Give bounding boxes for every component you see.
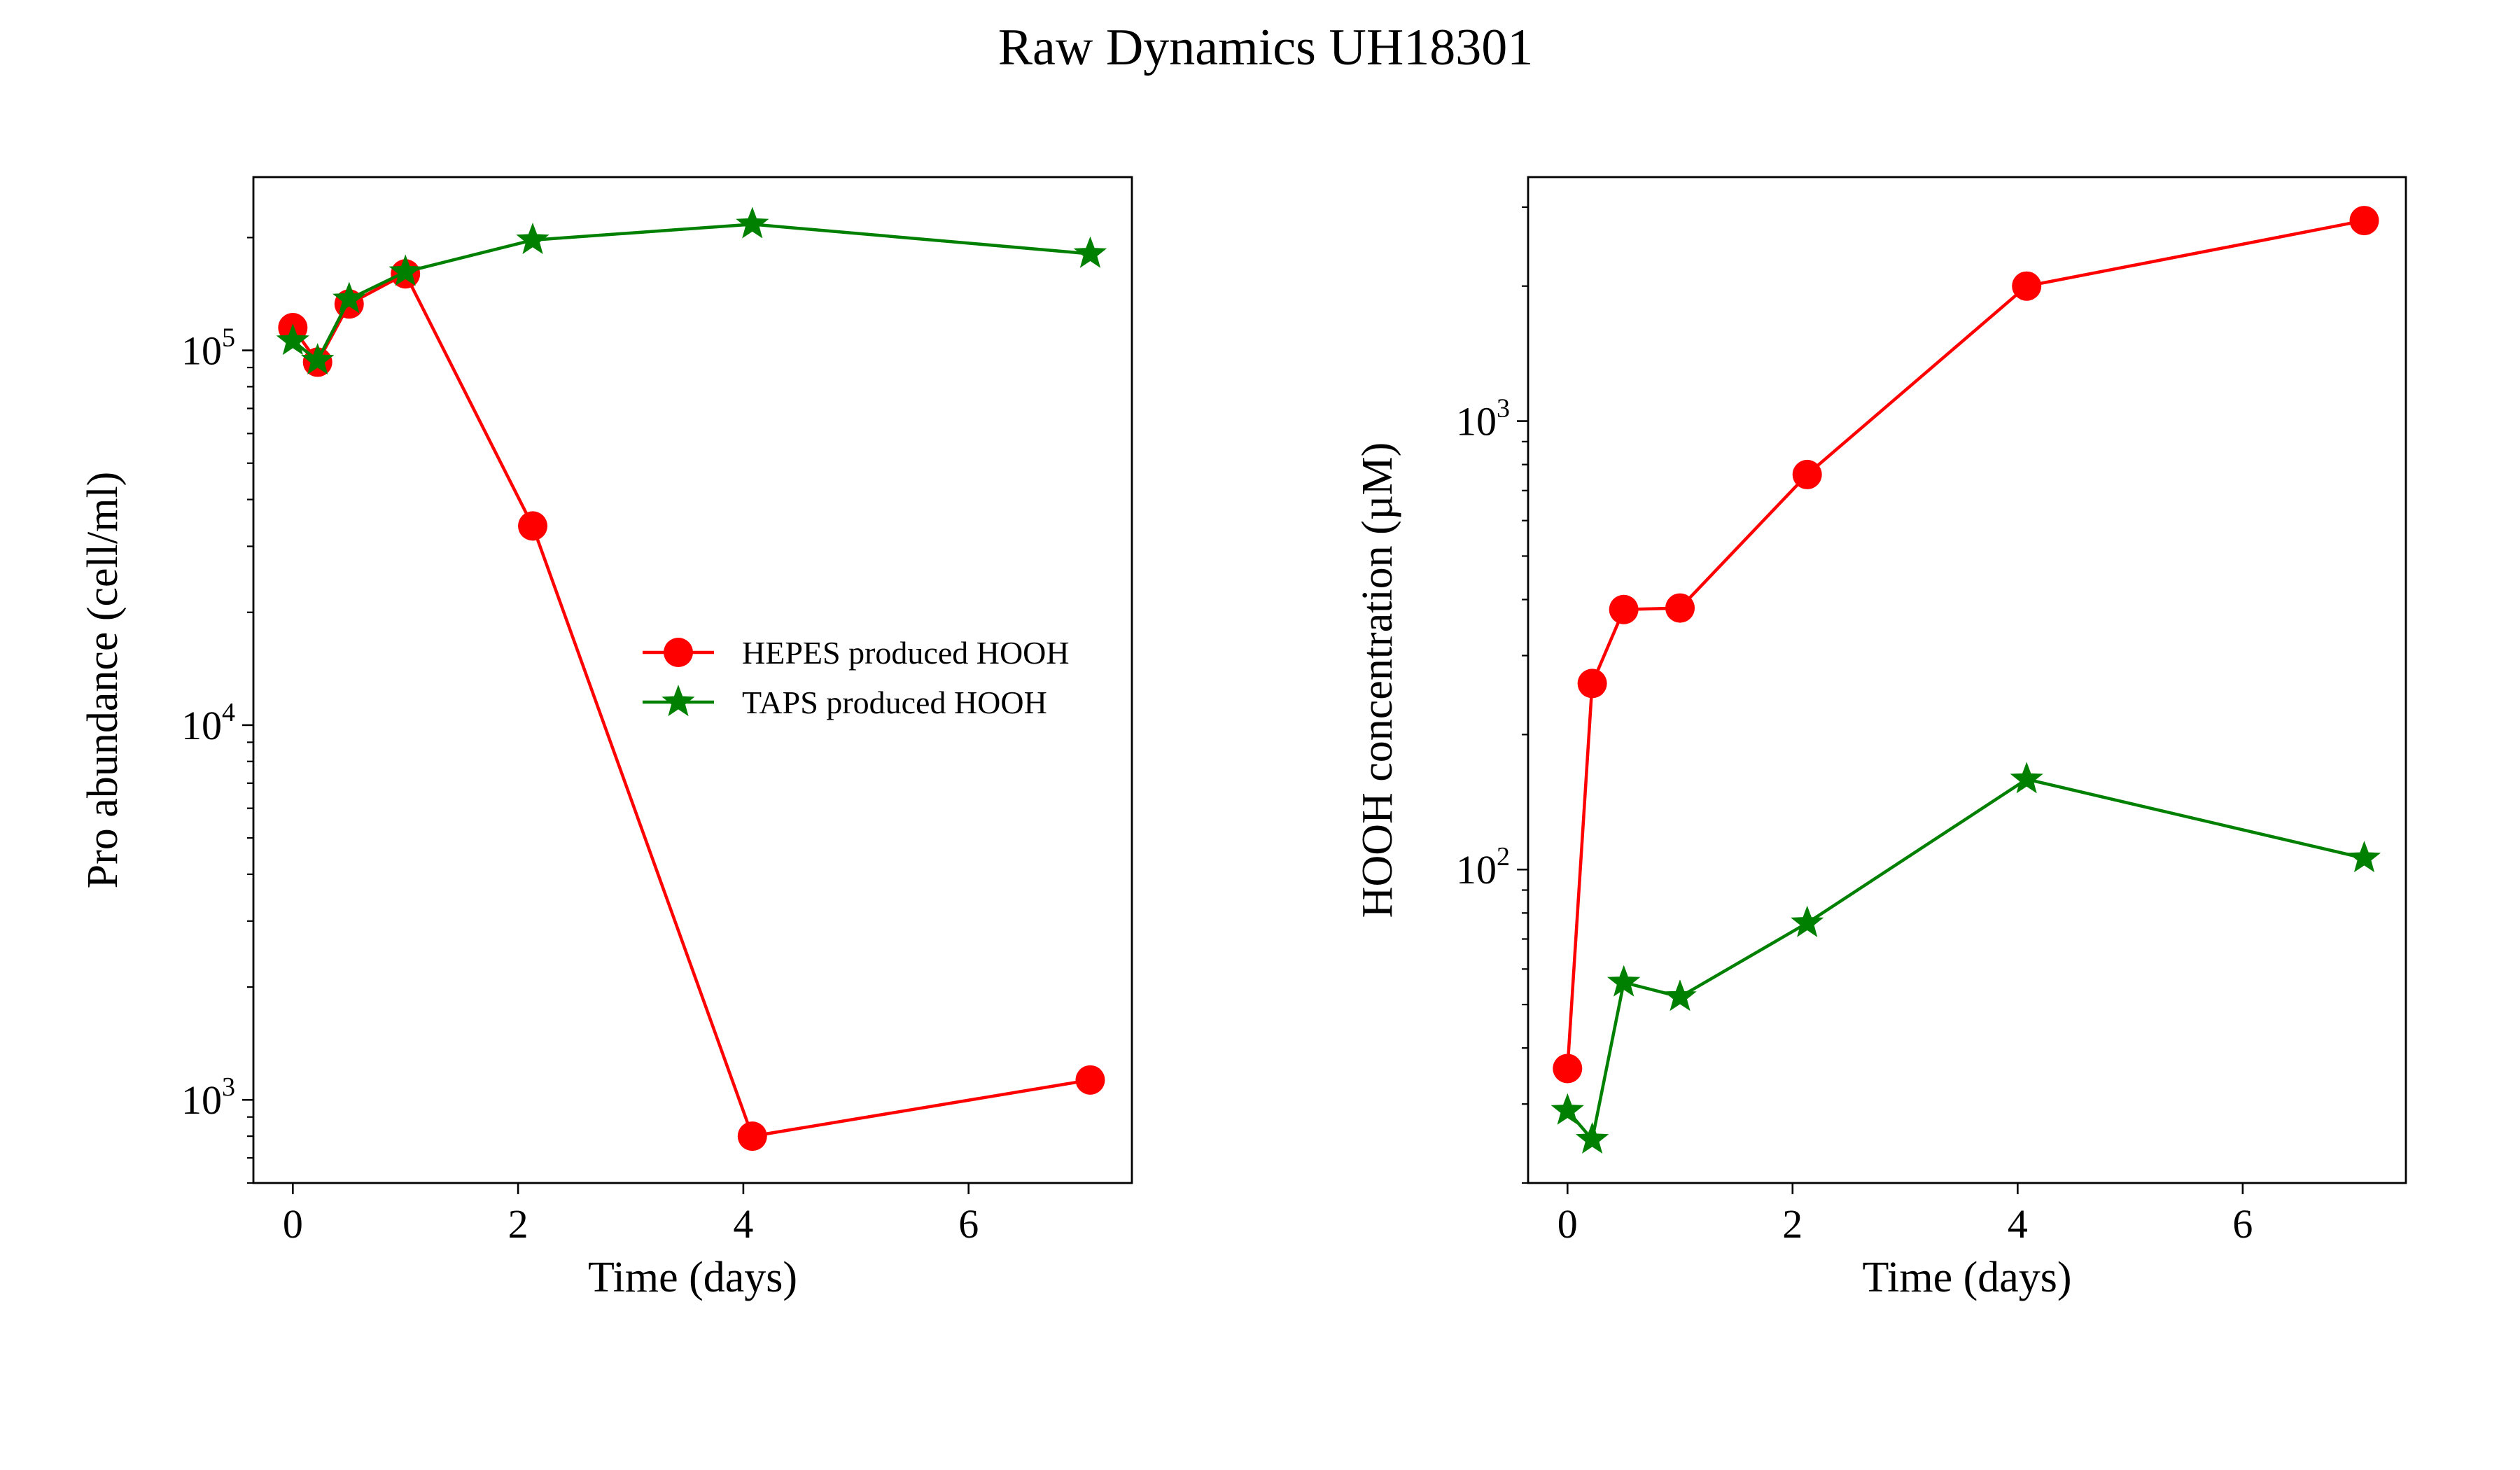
data-point <box>2010 762 2043 794</box>
y-minor-ticks <box>1522 206 1528 1184</box>
series-taps <box>1550 762 2381 1154</box>
y-tick-label: 104 <box>181 698 235 748</box>
legend: HEPES produced HOOH TAPS produced HOOH <box>643 635 1070 720</box>
x-tick-label: 4 <box>2008 1201 2028 1247</box>
y-tick-label: 103 <box>181 1072 235 1123</box>
data-point <box>2349 206 2379 236</box>
data-point <box>388 254 422 286</box>
plot-frame <box>1527 176 2407 1184</box>
y-tick-label: 102 <box>1456 842 1510 892</box>
data-point <box>1792 459 1822 489</box>
data-point <box>1075 1065 1105 1095</box>
legend-item: TAPS produced HOOH <box>643 685 1047 720</box>
legend-label: HEPES produced HOOH <box>742 635 1070 671</box>
data-point <box>518 511 548 541</box>
data-point <box>2012 271 2042 301</box>
data-point <box>736 206 769 239</box>
data-point <box>516 223 550 255</box>
data-point <box>301 343 335 374</box>
y-minor-ticks <box>247 237 253 1184</box>
figure-title: Raw Dynamics UH18301 <box>998 19 1534 76</box>
data-point <box>1550 1093 1584 1125</box>
data-point <box>1791 905 1824 937</box>
right-chart-hooh: 102 103 0 2 4 6 Time (days) HOOH concentration … <box>1354 176 2407 1301</box>
x-tick-label: 2 <box>508 1201 528 1247</box>
data-point <box>1553 1054 1583 1084</box>
data-point <box>276 323 309 356</box>
data-point <box>2347 841 2381 873</box>
series-hepes <box>1553 206 2379 1084</box>
data-point <box>1575 1122 1609 1154</box>
legend-marker <box>664 638 693 667</box>
left-chart-abundance: 103 104 105 0 2 4 6 Time (days) Pro abundance (c… <box>79 176 1133 1301</box>
data-point <box>737 1121 767 1152</box>
x-tick-label: 0 <box>283 1201 303 1247</box>
data-point <box>1606 965 1641 997</box>
x-tick-label: 0 <box>1558 1201 1578 1247</box>
y-tick-label: 105 <box>181 323 235 374</box>
series-taps <box>276 206 1107 374</box>
y-tick-label: 103 <box>1456 394 1510 444</box>
x-tick-label: 6 <box>958 1201 979 1247</box>
x-tick-label: 2 <box>1782 1201 1802 1247</box>
data-point <box>1609 594 1639 624</box>
legend-item: HEPES produced HOOH <box>643 635 1070 671</box>
data-point <box>1577 668 1607 699</box>
y-axis-label: HOOH concentration (µM) <box>1354 442 1401 918</box>
x-tick-label: 6 <box>2232 1201 2253 1247</box>
plot-frame <box>252 176 1133 1184</box>
x-axis-label: Time (days) <box>588 1254 797 1301</box>
data-point <box>1663 979 1697 1011</box>
x-axis-label: Time (days) <box>1862 1254 2071 1301</box>
legend-marker <box>662 685 695 717</box>
data-point <box>1073 236 1107 268</box>
legend-label: TAPS produced HOOH <box>742 685 1047 720</box>
y-axis-label: Pro abundance (cell/ml) <box>79 472 127 889</box>
x-tick-label: 4 <box>733 1201 753 1247</box>
data-point <box>332 281 366 314</box>
data-point <box>1665 593 1695 623</box>
